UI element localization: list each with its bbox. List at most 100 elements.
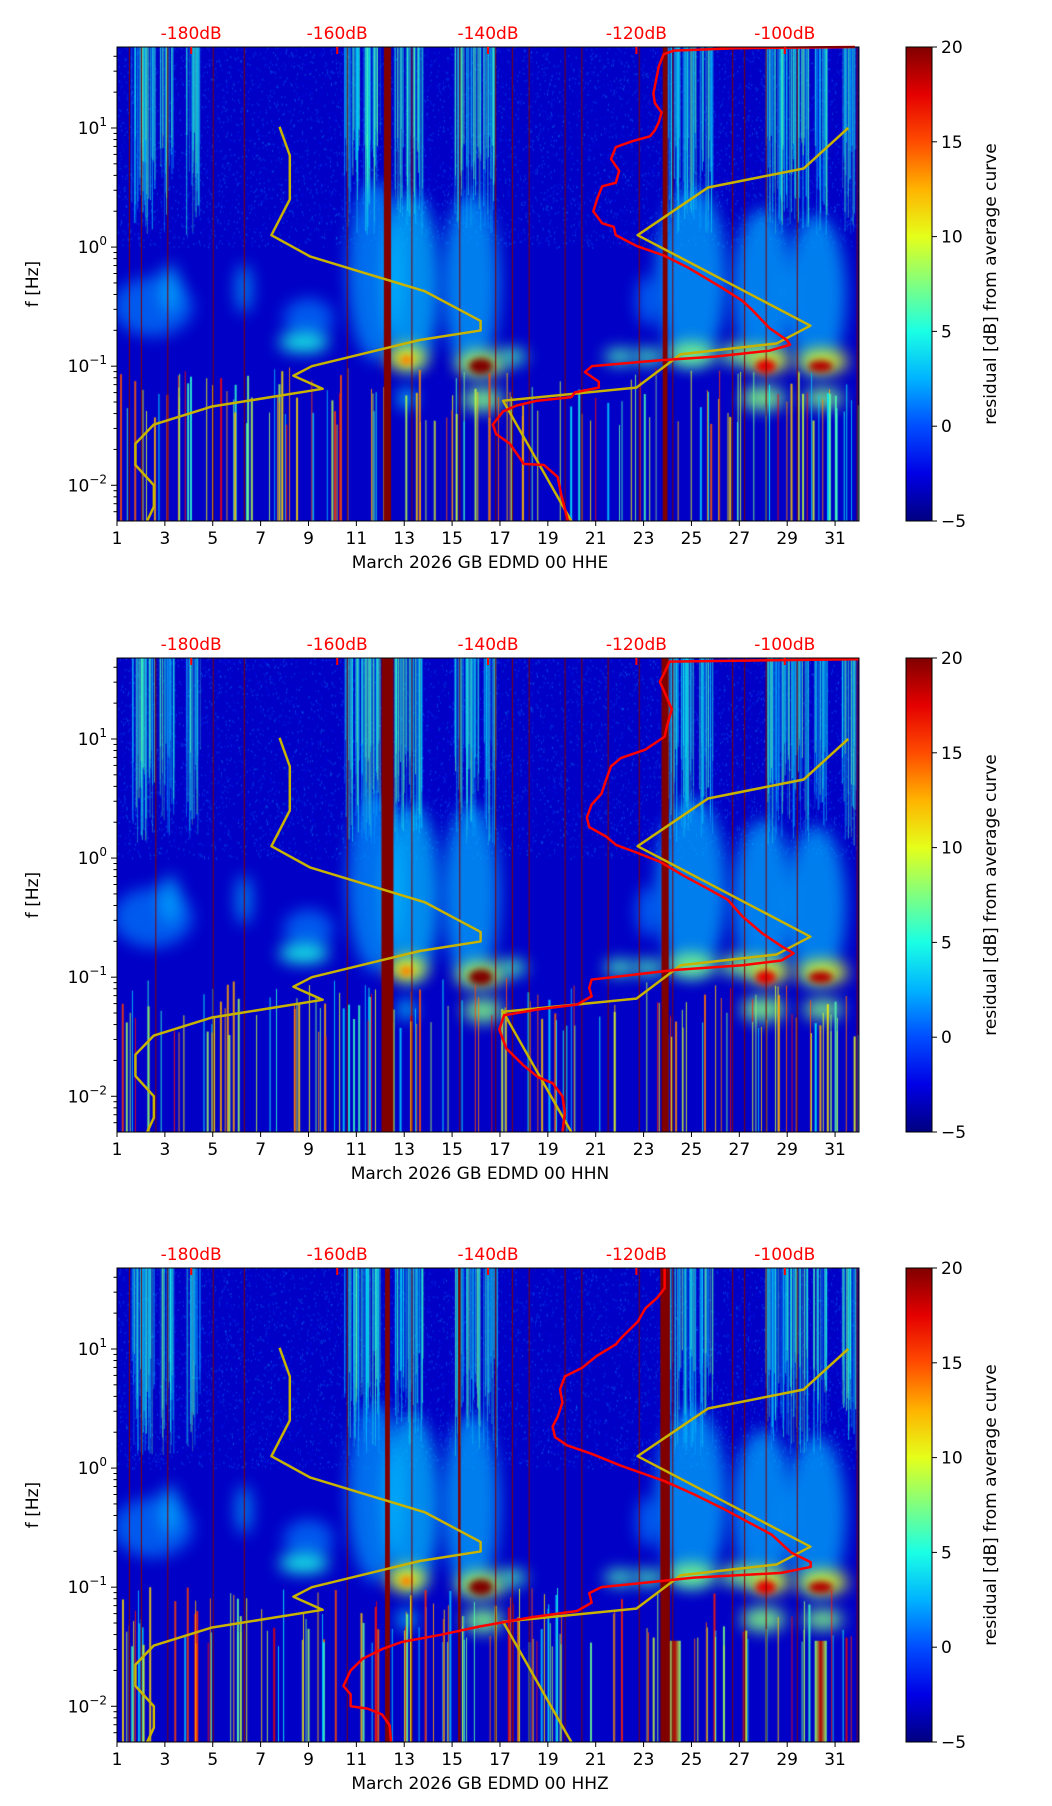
x-tick-label: 17 — [489, 1140, 511, 1160]
x-tick-label: 27 — [729, 1750, 751, 1770]
x-axis-label: March 2026 GB EDMD 00 HHZ — [351, 1774, 608, 1794]
x-tick-label: 31 — [824, 1750, 846, 1770]
top-db-tick-label: -160dB — [307, 635, 368, 655]
high-noise-model-line — [501, 1348, 850, 1743]
x-tick-label: 23 — [633, 1750, 655, 1770]
high-noise-model-line — [501, 738, 850, 1133]
y-tick-label: 10−1 — [68, 1574, 107, 1598]
colorbar-tick-label: 0 — [941, 417, 952, 437]
x-tick-label: 11 — [346, 1750, 368, 1770]
x-tick-label: 27 — [729, 1140, 751, 1160]
x-tick-label: 23 — [633, 529, 655, 549]
x-tick-label: 11 — [346, 1140, 368, 1160]
high-noise-model-line — [501, 127, 850, 522]
y-tick-label: 101 — [78, 726, 107, 750]
x-tick-label: 21 — [585, 529, 607, 549]
x-tick-label: 9 — [303, 1140, 314, 1160]
x-tick-label: 13 — [393, 1140, 415, 1160]
top-db-tick-label: -180dB — [161, 1245, 222, 1265]
x-tick-label: 15 — [441, 529, 463, 549]
y-axis-label: f [Hz] — [23, 261, 43, 307]
x-tick-label: 29 — [776, 529, 798, 549]
spectrogram-heatmap — [117, 658, 859, 1132]
colorbar-tick-label: 0 — [941, 1028, 952, 1048]
x-tick-label: 19 — [537, 1750, 559, 1770]
x-tick-label: 29 — [776, 1750, 798, 1770]
colorbar — [905, 657, 933, 1133]
x-tick-label: 29 — [776, 1140, 798, 1160]
low-noise-model-line — [134, 1347, 482, 1743]
x-tick-label: 1 — [112, 1750, 123, 1770]
x-tick-label: 11 — [346, 529, 368, 549]
x-tick-label: 25 — [681, 1750, 703, 1770]
y-tick-label: 100 — [78, 234, 107, 258]
x-tick-label: 31 — [824, 529, 846, 549]
x-axis-label: March 2026 GB EDMD 00 HHN — [351, 1164, 609, 1184]
y-tick-label: 100 — [78, 1455, 107, 1479]
y-tick-label: 100 — [78, 845, 107, 869]
x-tick-label: 1 — [112, 529, 123, 549]
top-db-tick-label: -180dB — [161, 635, 222, 655]
top-db-tick-label: -140dB — [457, 24, 518, 44]
x-tick-label: 17 — [489, 1750, 511, 1770]
colorbar-label: residual [dB] from average curve — [981, 754, 1001, 1035]
x-tick-label: 23 — [633, 1140, 655, 1160]
colorbar-tick-label: 10 — [941, 839, 963, 859]
top-db-tick-label: -100dB — [754, 635, 815, 655]
x-tick-label: 21 — [585, 1750, 607, 1770]
x-tick-label: 3 — [159, 1750, 170, 1770]
colorbar-tick-label: 5 — [941, 933, 952, 953]
colorbar-tick-label: 20 — [941, 649, 963, 669]
x-tick-label: 25 — [681, 529, 703, 549]
x-tick-label: 15 — [441, 1140, 463, 1160]
y-tick-label: 10−1 — [68, 964, 107, 988]
colorbar-label: residual [dB] from average curve — [981, 143, 1001, 424]
colorbar-tick-label: 20 — [941, 38, 963, 58]
colorbar-tick-label: −5 — [941, 1123, 966, 1143]
x-tick-label: 27 — [729, 529, 751, 549]
x-tick-label: 3 — [159, 1140, 170, 1160]
spectrogram-heatmap — [117, 47, 859, 521]
y-tick-label: 101 — [78, 115, 107, 139]
colorbar-tick-label: 10 — [941, 228, 963, 248]
x-tick-label: 7 — [255, 529, 266, 549]
top-db-tick-label: -180dB — [161, 24, 222, 44]
plot-frame — [116, 657, 860, 1133]
y-tick-label: 101 — [78, 1336, 107, 1360]
y-tick-label: 10−2 — [68, 472, 107, 496]
colorbar — [905, 46, 933, 522]
y-tick-label: 10−1 — [68, 353, 107, 377]
top-db-tick-label: -160dB — [307, 1245, 368, 1265]
average-psd-curve — [342, 1268, 812, 1743]
x-tick-label: 17 — [489, 529, 511, 549]
x-tick-label: 9 — [303, 529, 314, 549]
x-tick-label: 9 — [303, 1750, 314, 1770]
colorbar-tick-label: 0 — [941, 1638, 952, 1658]
x-tick-label: 7 — [255, 1750, 266, 1770]
x-tick-label: 1 — [112, 1140, 123, 1160]
x-tick-label: 3 — [159, 529, 170, 549]
top-db-tick-label: -140dB — [457, 1245, 518, 1265]
top-db-tick-label: -120dB — [606, 1245, 667, 1265]
top-db-tick-label: -100dB — [754, 24, 815, 44]
x-tick-label: 25 — [681, 1140, 703, 1160]
colorbar-tick-label: 5 — [941, 322, 952, 342]
x-tick-label: 5 — [207, 529, 218, 549]
x-tick-label: 19 — [537, 1140, 559, 1160]
x-tick-label: 7 — [255, 1140, 266, 1160]
y-axis-label: f [Hz] — [23, 1482, 43, 1528]
colorbar-tick-label: 15 — [941, 1354, 963, 1374]
x-tick-label: 15 — [441, 1750, 463, 1770]
y-axis-label: f [Hz] — [23, 872, 43, 918]
colorbar-tick-label: 20 — [941, 1259, 963, 1279]
x-tick-label: 13 — [393, 1750, 415, 1770]
top-db-tick-label: -120dB — [606, 24, 667, 44]
colorbar-tick-label: −5 — [941, 512, 966, 532]
x-tick-label: 19 — [537, 529, 559, 549]
plot-frame — [116, 1267, 860, 1743]
colorbar-tick-label: 10 — [941, 1449, 963, 1469]
top-db-tick-label: -140dB — [457, 635, 518, 655]
